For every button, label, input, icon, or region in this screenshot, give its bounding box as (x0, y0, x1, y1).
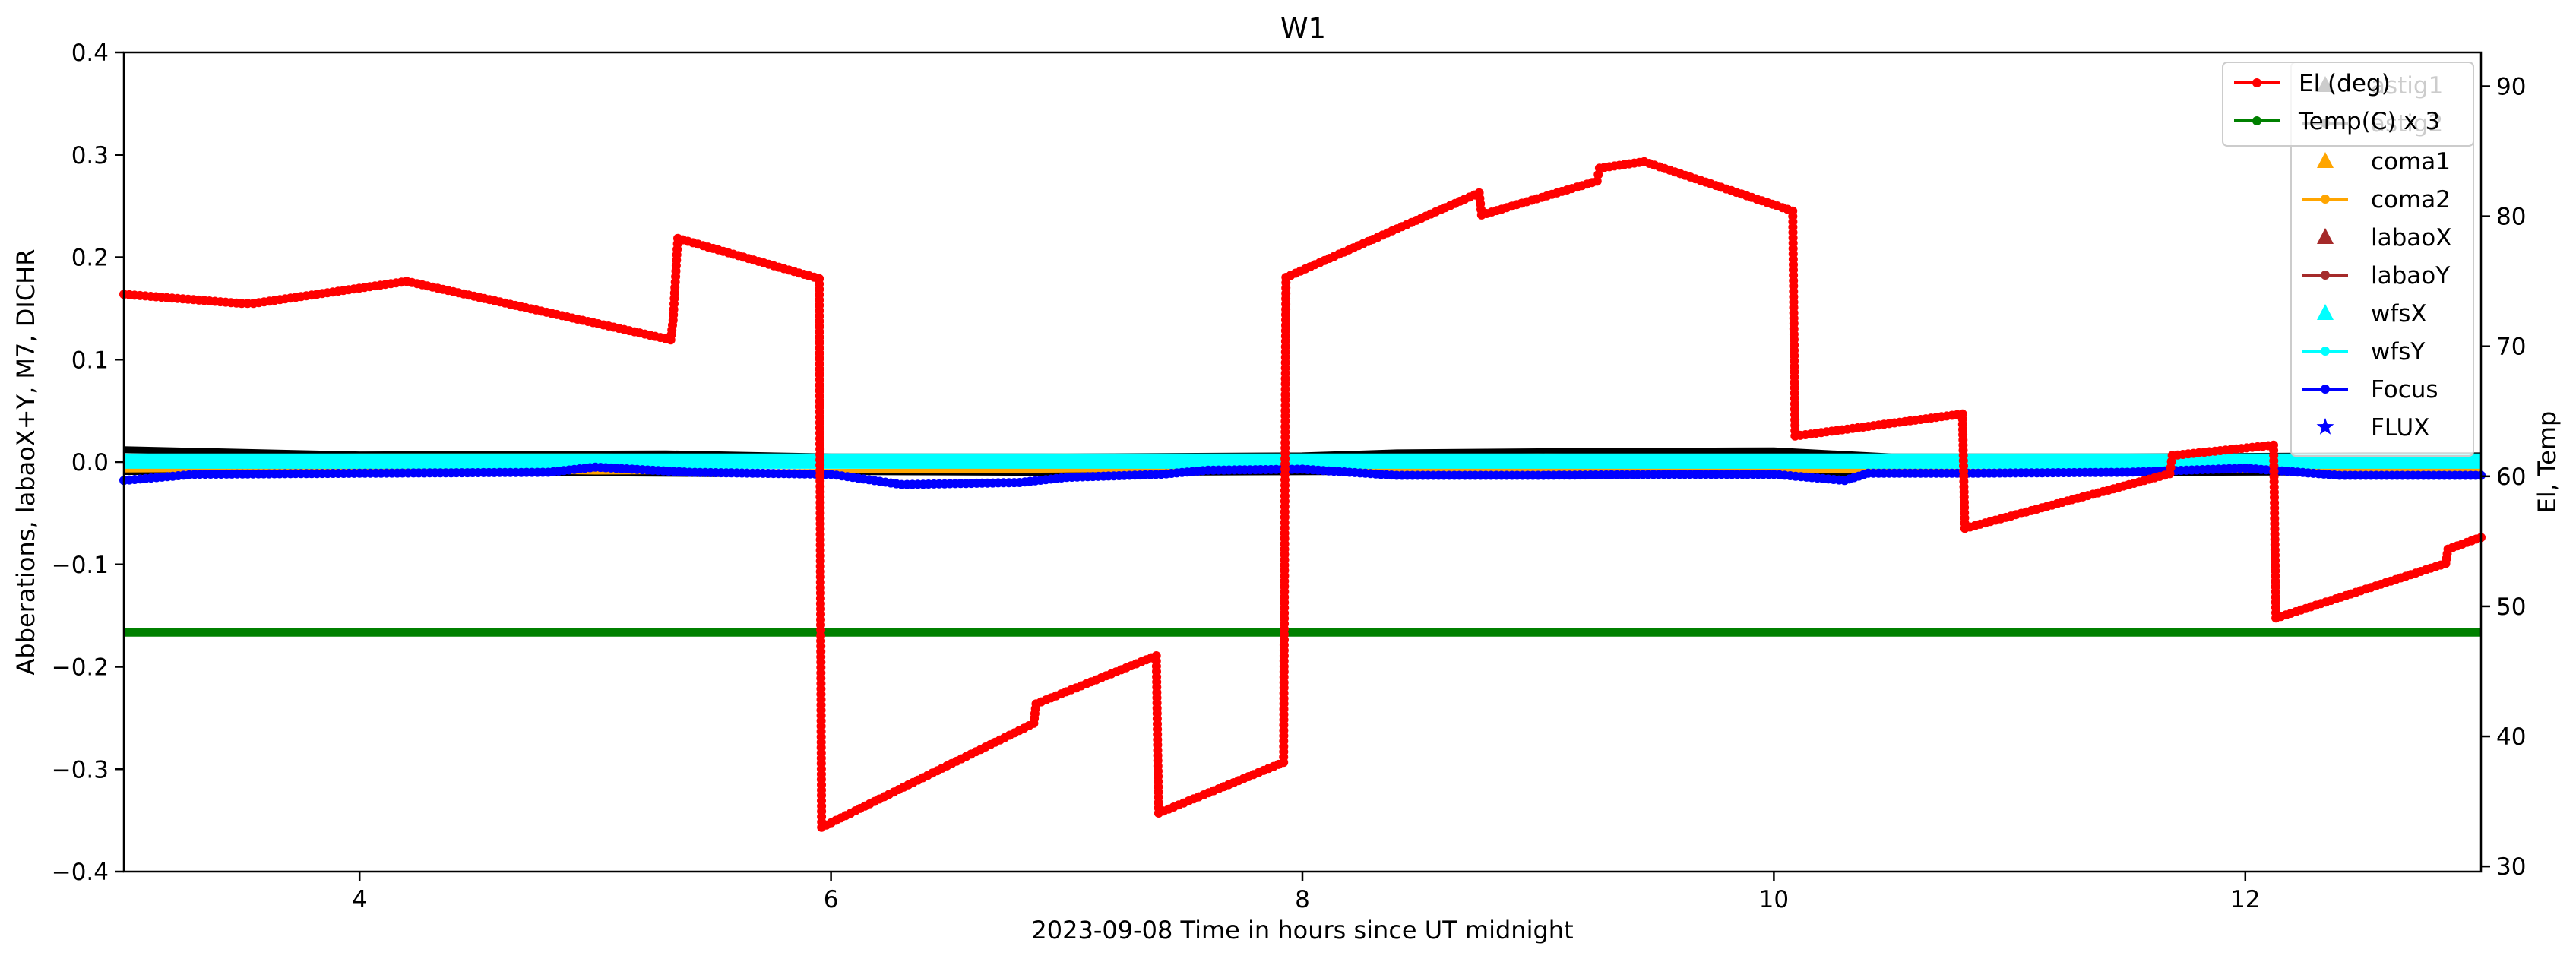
legend-wfsy-marker (2321, 347, 2330, 356)
y-left-tick-label: −0.4 (52, 859, 109, 886)
legend-entry-coma1: coma1 (2317, 148, 2451, 176)
y-right-tick-label: 90 (2496, 73, 2526, 100)
legend-label-wfsy: wfsY (2371, 338, 2425, 366)
chart-title: W1 (1280, 12, 1326, 45)
y-left-tick-label: 0.0 (71, 449, 109, 476)
legend-entry-el-deg: El (deg) (2234, 70, 2391, 97)
y-right-tick-label: 70 (2496, 334, 2526, 361)
y-axis-left-label: Abberations, labaoX+Y, M7, DICHR (11, 249, 40, 676)
legend-wfsx-marker (2317, 304, 2334, 320)
x-tick-label: 4 (352, 886, 367, 913)
legend-right-frame (2222, 62, 2474, 147)
legend-label-el-deg: El (deg) (2299, 70, 2391, 97)
x-axis-label: 2023-09-08 Time in hours since UT midnig… (1031, 916, 1573, 945)
legend-coma1-marker (2317, 152, 2334, 168)
legend-el-deg-marker (2252, 78, 2261, 87)
series-layer (119, 157, 2486, 832)
legend-label-coma2: coma2 (2371, 186, 2451, 214)
legend-right-axis: El (deg) Temp(C) x 3 (2222, 62, 2474, 147)
y-right-tick-label: 40 (2496, 723, 2526, 751)
legend-entry-coma2: coma2 (2302, 186, 2451, 214)
x-tick-label: 6 (824, 886, 839, 913)
legend-entry-temp-c-x-3: Temp(C) x 3 (2234, 108, 2440, 135)
legend-labaox-marker (2317, 228, 2334, 244)
legend-label-coma1: coma1 (2371, 148, 2451, 176)
y-left-tick-label: −0.3 (52, 756, 109, 783)
legend-entry-labaox: labaoX (2317, 224, 2452, 252)
legend-temp-c-x-3-marker (2252, 116, 2261, 125)
legend-entry-flux: FLUX (2316, 414, 2430, 442)
y-left-tick-label: 0.2 (71, 245, 109, 272)
legend-label-wfsx: wfsX (2371, 300, 2427, 328)
y-right-tick-label: 80 (2496, 204, 2526, 231)
y-left-tick-label: 0.3 (71, 142, 109, 169)
x-tick-label: 10 (1759, 886, 1789, 913)
legend-label-flux: FLUX (2371, 414, 2430, 442)
legend-label-focus: Focus (2371, 376, 2438, 404)
legend-entry-labaoy: labaoY (2302, 262, 2450, 290)
y-right-tick-label: 60 (2496, 464, 2526, 491)
x-tick-label: 12 (2230, 886, 2260, 913)
series-focus (119, 462, 2486, 489)
y-right-tick-label: 30 (2496, 853, 2526, 881)
axis-layer: 4 6 8 10 12 −0.4 −0.3 −0.2 −0.1 0.0 0.1 0.2 0.3 0.4 30… (52, 40, 2527, 913)
series-el-deg (119, 157, 2486, 832)
legend-entry-focus: Focus (2302, 376, 2438, 404)
legend-coma2-marker (2321, 195, 2330, 204)
legend-entry-wfsy: wfsY (2302, 338, 2425, 366)
y-left-tick-label: −0.2 (52, 654, 109, 682)
series-line-el-deg (123, 160, 2482, 829)
y-left-tick-label: 0.4 (71, 40, 109, 67)
legend-label-labaoy: labaoY (2371, 262, 2450, 290)
y-right-tick-label: 50 (2496, 593, 2526, 621)
legend-label-temp-c-x-3: Temp(C) x 3 (2298, 108, 2440, 135)
legend-labaoy-marker (2321, 271, 2330, 280)
legend-focus-marker (2321, 385, 2330, 394)
legend-flux-marker (2316, 418, 2334, 435)
y-left-tick-label: −0.1 (52, 552, 109, 579)
y-left-tick-label: 0.1 (71, 347, 109, 374)
y-axis-right-label: El, Temp (2533, 411, 2562, 514)
legend-label-labaox: labaoX (2371, 224, 2452, 252)
legend-entry-wfsx: wfsX (2317, 300, 2427, 328)
x-tick-label: 8 (1295, 886, 1310, 913)
